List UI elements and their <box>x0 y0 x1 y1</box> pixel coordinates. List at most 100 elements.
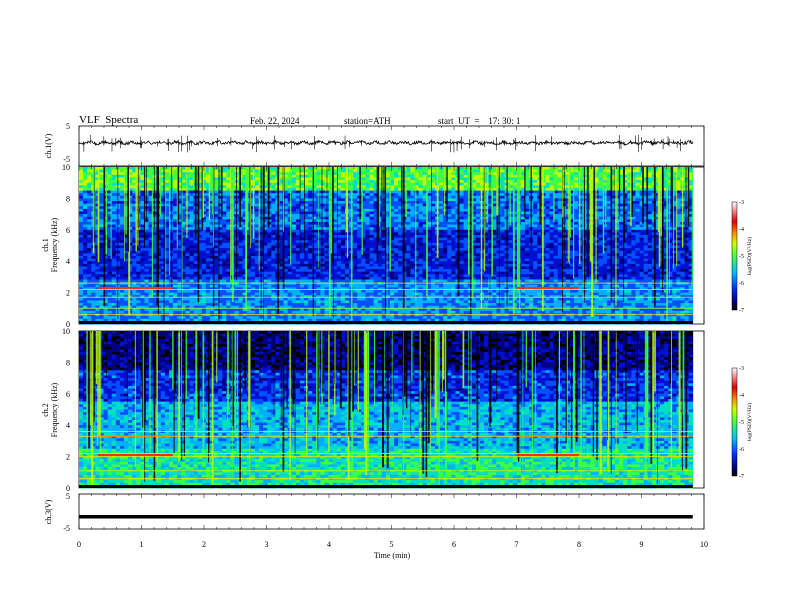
spectrogram-cell <box>291 201 297 205</box>
spectrogram-cell <box>394 193 399 197</box>
spectrogram-cell <box>332 177 338 181</box>
spectrogram-cell <box>553 182 559 186</box>
spectrogram-cell <box>218 193 223 197</box>
spectrogram-cell <box>574 216 579 220</box>
spectrogram-cell <box>606 206 612 210</box>
spectrogram-cell <box>222 169 227 173</box>
spectrogram-cell <box>132 221 137 225</box>
spectrogram-cell <box>128 245 133 249</box>
spectrogram-cell <box>222 177 227 181</box>
spectrogram-cell <box>488 195 493 199</box>
spectrogram-cell <box>136 232 141 236</box>
spectrogram-cell <box>447 224 452 228</box>
spectrogram-cell <box>312 242 317 246</box>
spectrogram-cell <box>475 242 481 246</box>
spectrogram-cell <box>610 174 616 178</box>
spectrogram-cell <box>381 242 387 246</box>
spectrogram-cell <box>214 208 219 212</box>
spectrogram-cell <box>475 195 481 199</box>
spectrogram-cell <box>144 224 149 228</box>
spectrogram-cell <box>619 174 624 178</box>
spectrogram-cell <box>443 219 448 223</box>
spectrogram-cell <box>197 187 203 191</box>
spectrogram-cell <box>160 174 166 178</box>
spectrogram-cell <box>312 193 317 197</box>
spectrogram-cell <box>287 206 293 210</box>
spectrogram-cell <box>353 224 358 228</box>
spectrogram-cell <box>578 187 583 191</box>
spectrogram-cell <box>500 195 505 199</box>
spectrogram-cell <box>635 167 640 171</box>
spectrogram-cell <box>238 242 244 246</box>
spectrogram-cell <box>643 182 649 186</box>
spectrogram-cell <box>218 169 223 173</box>
spectrogram-cell <box>312 182 317 186</box>
spectrogram-cell <box>299 224 305 228</box>
spectrogram-cell <box>160 177 166 181</box>
spectrogram-cell <box>99 242 104 246</box>
spectrogram-cell <box>197 211 203 215</box>
spectrogram-cell <box>631 198 636 202</box>
spectrogram-cell <box>479 237 485 241</box>
spectrogram-cell <box>557 203 563 207</box>
spectrogram-cell <box>95 229 100 233</box>
spectrogram-cell <box>545 248 550 252</box>
spectrogram-cell <box>279 180 284 184</box>
spectrogram-cell <box>242 216 248 220</box>
spectrogram-cell <box>336 172 342 176</box>
spectrogram-cell <box>443 224 448 228</box>
spectrogram-cell <box>422 193 428 197</box>
spectrogram-cell <box>377 240 383 244</box>
spectrogram-cell <box>181 232 186 236</box>
spectrogram-cell <box>385 185 391 189</box>
spectrogram-cell <box>254 180 260 184</box>
spectrogram-cell <box>254 185 260 189</box>
spectrogram-cell <box>164 185 170 189</box>
spectrogram-cell <box>132 198 137 202</box>
spectrogram-cell <box>87 195 92 199</box>
spectrogram-cell <box>561 198 567 202</box>
spectrogram-cell <box>668 174 673 178</box>
spectrogram-cell <box>610 235 616 239</box>
spectrogram-cell <box>373 240 379 244</box>
spectrogram-cell <box>598 187 604 191</box>
spectrogram-cell <box>271 219 276 223</box>
spectrogram-cell <box>369 221 374 225</box>
spectrogram-cell <box>668 185 673 189</box>
spectrogram-cell <box>279 219 284 223</box>
spectrogram-cell <box>443 214 448 218</box>
spectrogram-cell <box>365 250 370 254</box>
spectrogram-cell <box>181 177 186 181</box>
spectrogram-cell <box>451 177 456 181</box>
spectrogram-cell <box>95 240 100 244</box>
spectrogram-cell <box>353 235 358 239</box>
spectrogram-cell <box>385 208 391 212</box>
spectrogram-cell <box>218 240 223 244</box>
spectrogram-cell <box>561 208 567 212</box>
spectrogram-cell <box>205 172 211 176</box>
spectrogram-cell <box>283 240 289 244</box>
spectrogram-cell <box>271 245 276 249</box>
spectrogram-cell <box>598 201 604 205</box>
spectrogram-cell <box>79 229 84 233</box>
spectrogram-cell <box>410 216 415 220</box>
spectrogram-cell <box>336 224 342 228</box>
spectrogram-cell <box>549 211 555 215</box>
spectrogram-cell <box>385 237 391 241</box>
spectrogram-cell <box>218 221 223 225</box>
spectrogram-cell <box>189 172 194 176</box>
spectrogram-cell <box>447 216 452 220</box>
spectrogram-cell <box>160 187 166 191</box>
spectrogram-cell <box>512 182 518 186</box>
spectrogram-cell <box>107 211 113 215</box>
spectrogram-cell <box>484 172 489 176</box>
spectrogram-cell <box>594 208 600 212</box>
spectrogram-cell <box>189 206 194 210</box>
spectrogram-cell <box>553 185 559 189</box>
spectrogram-cell <box>304 172 309 176</box>
spectrogram-cell <box>410 240 415 244</box>
spectrogram-cell <box>332 235 338 239</box>
spectrogram-cell <box>549 237 555 241</box>
spectrogram-cell <box>164 229 170 233</box>
spectrogram-cell <box>398 174 403 178</box>
